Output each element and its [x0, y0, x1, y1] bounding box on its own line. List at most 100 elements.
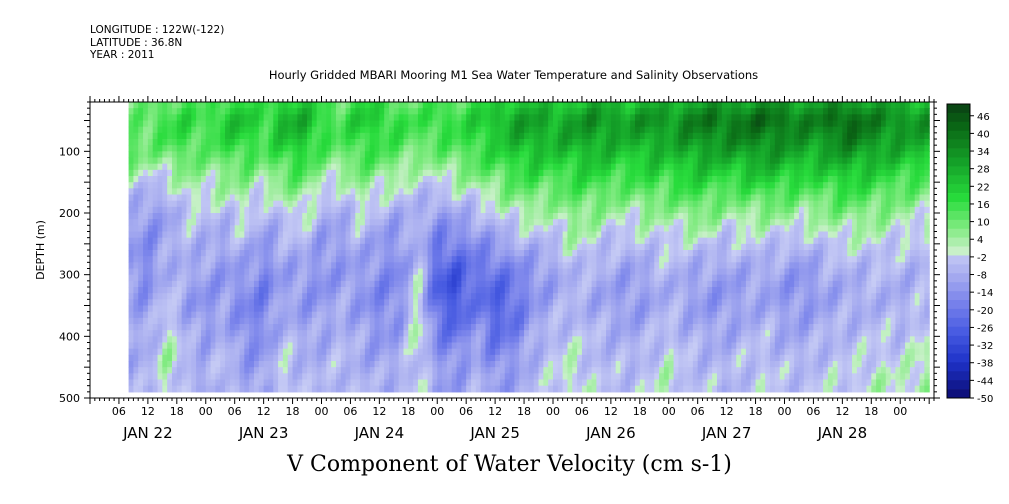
heatmap-cell [167, 145, 173, 152]
heatmap-cell [225, 385, 231, 393]
heatmap-cell [475, 151, 482, 159]
heatmap-cell [340, 219, 347, 226]
heatmap-cell [581, 354, 588, 362]
heatmap-cell [181, 225, 188, 233]
heatmap-cell [630, 126, 636, 134]
heatmap-cell [355, 293, 361, 300]
heatmap-cell [374, 163, 380, 171]
heatmap-cell [200, 367, 207, 374]
heatmap-cell [413, 336, 419, 344]
heatmap-cell [196, 157, 202, 165]
heatmap-cell [167, 256, 173, 263]
heatmap-cell [495, 194, 501, 202]
heatmap-cell [490, 219, 496, 226]
heatmap-cell [239, 139, 245, 146]
heatmap-cell [176, 361, 183, 368]
heatmap-cell [451, 373, 458, 381]
heatmap-cell [572, 305, 578, 313]
heatmap-cell [326, 194, 332, 202]
heatmap-cell [147, 268, 154, 276]
heatmap-cell [253, 280, 260, 288]
heatmap-cell [413, 287, 419, 294]
heatmap-cell [581, 379, 588, 387]
heatmap-cell [167, 274, 173, 282]
heatmap-cell [335, 188, 342, 196]
heatmap-cell [249, 361, 255, 368]
heatmap-cell [581, 139, 588, 146]
heatmap-cell [147, 256, 154, 263]
heatmap-cell [244, 317, 250, 325]
heatmap-cell [316, 213, 323, 220]
heatmap-cell [422, 262, 429, 270]
heatmap-cell [620, 120, 626, 128]
heatmap-cell [326, 132, 332, 140]
heatmap-cell [249, 250, 255, 257]
heatmap-cell [586, 317, 593, 325]
heatmap-cell [625, 126, 631, 134]
heatmap-cell [379, 256, 385, 263]
heatmap-cell [466, 139, 472, 146]
heatmap-cell [519, 367, 525, 374]
heatmap-cell [292, 114, 298, 122]
heatmap-cell [543, 342, 549, 350]
heatmap-cell [557, 256, 564, 263]
heatmap-cell [157, 120, 163, 128]
heatmap-cell [442, 102, 448, 109]
heatmap-cell [615, 373, 622, 381]
heatmap-cell [176, 139, 183, 146]
heatmap-cell [408, 219, 414, 226]
heatmap-cell [528, 299, 535, 307]
heatmap-cell [413, 188, 419, 196]
heatmap-cell [471, 188, 477, 196]
heatmap-cell [562, 176, 569, 183]
heatmap-cell [413, 102, 419, 109]
heatmap-cell [393, 225, 400, 233]
heatmap-cell [596, 139, 602, 146]
heatmap-cell [364, 126, 371, 134]
heatmap-cell [128, 200, 134, 208]
heatmap-cell [495, 280, 501, 288]
heatmap-cell [249, 311, 255, 319]
heatmap-cell [143, 114, 149, 122]
heatmap-cell [350, 243, 356, 251]
heatmap-cell [205, 336, 212, 344]
heatmap-cell [456, 231, 462, 239]
heatmap-cell [229, 219, 236, 226]
heatmap-cell [528, 385, 535, 393]
heatmap-cell [282, 108, 289, 115]
heatmap-cell [128, 102, 134, 109]
heatmap-cell [499, 200, 506, 208]
heatmap-cell [176, 354, 183, 362]
heatmap-cell [557, 200, 564, 208]
heatmap-cell [543, 126, 549, 134]
heatmap-cell [596, 262, 602, 270]
heatmap-cell [495, 311, 501, 319]
heatmap-cell [133, 243, 139, 251]
heatmap-cell [581, 145, 588, 152]
heatmap-cell [345, 287, 352, 294]
heatmap-cell [490, 324, 496, 331]
heatmap-cell [620, 176, 626, 183]
heatmap-cell [176, 163, 183, 171]
heatmap-cell [326, 225, 332, 233]
heatmap-cell [639, 157, 646, 165]
heatmap-cell [220, 102, 226, 109]
heatmap-cell [630, 194, 636, 202]
heatmap-cell [326, 157, 332, 165]
heatmap-cell [528, 108, 535, 115]
heatmap-cell [552, 188, 559, 196]
heatmap-cell [225, 120, 231, 128]
heatmap-cell [596, 280, 602, 288]
heatmap-cell [369, 213, 376, 220]
heatmap-cell [311, 102, 318, 109]
heatmap-cell [200, 200, 207, 208]
heatmap-cell [567, 348, 573, 356]
heatmap-cell [581, 151, 588, 159]
heatmap-cell [427, 225, 434, 233]
heatmap-cell [263, 145, 270, 152]
heatmap-cell [143, 102, 149, 109]
heatmap-cell [596, 169, 602, 177]
heatmap-cell [577, 385, 583, 393]
heatmap-cell [278, 132, 284, 140]
heatmap-cell [200, 330, 207, 337]
